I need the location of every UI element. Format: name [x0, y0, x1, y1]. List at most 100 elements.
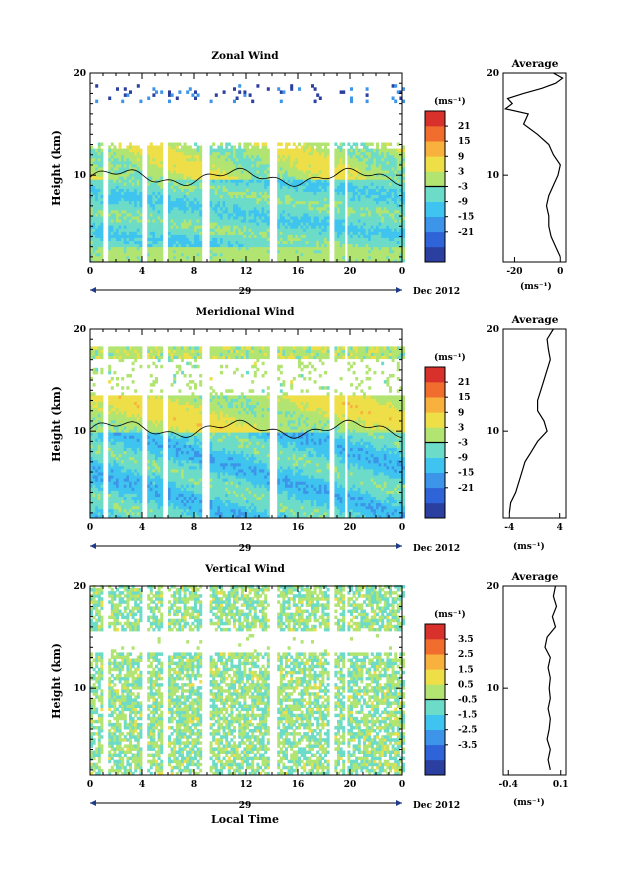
zonal-heatmap-cell	[324, 255, 327, 260]
zonal-heatmap-cell	[160, 151, 164, 156]
zonal-heatmap-cell	[233, 179, 236, 183]
zonal-profile-y-tick-label: 20	[486, 69, 499, 79]
zonal-heatmap-cell	[402, 209, 405, 214]
meridional-heatmap-cell	[334, 505, 338, 510]
zonal-heatmap-cell	[157, 182, 161, 186]
zonal-heatmap-cell	[347, 249, 351, 254]
zonal-heatmap-cell	[194, 216, 197, 220]
zonal-heatmap-cell	[264, 243, 268, 248]
zonal-heatmap-cell	[376, 173, 379, 177]
zonal-heatmap-cell	[386, 142, 390, 146]
zonal-heatmap-cell	[378, 154, 382, 159]
zonal-heatmap-cell	[352, 194, 356, 199]
zonal-heatmap-cell	[183, 234, 187, 238]
zonal-heatmap-cell	[131, 173, 135, 177]
zonal-heatmap-cell	[339, 176, 343, 180]
zonal-heatmap-cell	[129, 243, 132, 248]
zonal-heatmap-cell	[261, 228, 265, 232]
zonal-heatmap-cell	[313, 231, 317, 235]
zonal-heatmap-cell	[352, 191, 356, 195]
zonal-heatmap-cell	[256, 237, 260, 241]
zonal-heatmap-cell	[149, 185, 153, 189]
zonal-heatmap-cell	[230, 213, 234, 217]
zonal-heatmap-cell	[287, 197, 291, 202]
zonal-heatmap-cell	[313, 154, 317, 159]
zonal-heatmap-cell	[386, 173, 390, 177]
zonal-heatmap-cell	[266, 170, 270, 174]
zonal-heatmap-cell	[303, 216, 307, 220]
zonal-heatmap-cell	[318, 203, 322, 208]
zonal-heatmap-cell	[152, 151, 156, 156]
zonal-heatmap-cell	[261, 255, 265, 260]
zonal-heatmap-cell	[222, 200, 226, 205]
meridional-heatmap-cell	[376, 496, 379, 500]
zonal-heatmap-cell	[376, 258, 379, 263]
zonal-heatmap-cell	[90, 258, 93, 263]
zonal-heatmap-cell	[248, 249, 252, 254]
zonal-heatmap-cell	[279, 197, 283, 202]
zonal-heatmap-cell	[225, 142, 229, 146]
zonal-heatmap-cell	[300, 203, 304, 208]
zonal-heatmap-cell	[178, 173, 182, 177]
zonal-heatmap-cell	[199, 191, 203, 195]
meridional-heatmap-cell	[378, 502, 382, 507]
zonal-heatmap-cell	[360, 151, 364, 156]
zonal-heatmap-cell	[157, 209, 161, 214]
zonal-heatmap-cell	[373, 182, 377, 186]
zonal-heatmap-cell	[196, 157, 200, 162]
meridional-heatmap-cell	[196, 508, 200, 513]
zonal-heatmap-cell	[113, 234, 117, 238]
meridional-heatmap-cell	[233, 505, 236, 510]
meridional-heatmap-cell	[186, 496, 190, 500]
zonal-heatmap-cell	[243, 145, 247, 149]
zonal-heatmap-cell	[256, 151, 260, 156]
zonal-heatmap-cell	[357, 246, 361, 251]
zonal-heatmap-cell	[256, 170, 260, 174]
zonal-heatmap-cell	[303, 252, 307, 257]
zonal-heatmap-cell	[264, 170, 268, 174]
zonal-heatmap-cell	[217, 182, 221, 186]
zonal-heatmap-cell	[342, 243, 346, 248]
zonal-heatmap-cell	[342, 160, 346, 165]
zonal-heatmap-cell	[285, 160, 288, 165]
zonal-heatmap-cell	[233, 163, 236, 168]
zonal-heatmap-cell	[305, 200, 309, 205]
zonal-heatmap-cell	[256, 160, 260, 165]
meridional-heatmap-cell	[386, 508, 390, 513]
zonal-heatmap-cell	[287, 160, 291, 165]
zonal-heatmap-cell	[253, 258, 257, 263]
zonal-heatmap-cell	[222, 182, 226, 186]
zonal-heatmap-cell	[118, 170, 122, 174]
zonal-heatmap-cell	[285, 216, 288, 220]
zonal-heatmap-cell	[386, 240, 390, 244]
zonal-heatmap-cell	[110, 240, 114, 244]
zonal-heatmap-cell	[391, 182, 395, 186]
zonal-heatmap-cell	[324, 142, 327, 146]
meridional-heatmap-cell	[118, 508, 122, 513]
zonal-heatmap-cell	[337, 237, 340, 241]
meridional-heatmap-cell	[217, 496, 221, 500]
zonal-heatmap-cell	[253, 246, 257, 251]
zonal-heatmap-cell	[365, 191, 369, 195]
zonal-heatmap-cell	[256, 255, 260, 260]
zonal-heatmap-cell	[168, 145, 171, 149]
zonal-heatmap-cell	[123, 188, 127, 192]
zonal-heatmap-cell	[321, 188, 325, 192]
zonal-heatmap-cell	[222, 90, 226, 94]
zonal-heatmap-cell	[160, 145, 164, 149]
zonal-heatmap-cell	[136, 203, 140, 208]
zonal-heatmap-cell	[126, 252, 130, 257]
zonal-heatmap-cell	[266, 222, 270, 226]
zonal-heatmap-cell	[147, 96, 151, 100]
zonal-heatmap-cell	[337, 163, 340, 168]
zonal-heatmap-cell	[225, 222, 229, 226]
zonal-heatmap-cell	[391, 228, 395, 232]
meridional-heatmap-cell	[389, 505, 392, 510]
zonal-heatmap-cell	[100, 197, 104, 202]
zonal-heatmap-cell	[173, 213, 177, 217]
zonal-heatmap-cell	[178, 194, 182, 199]
zonal-heatmap-cell	[391, 216, 395, 220]
zonal-heatmap-cell	[199, 188, 203, 192]
zonal-heatmap-cell	[155, 145, 158, 149]
meridional-heatmap-cell	[295, 502, 299, 507]
